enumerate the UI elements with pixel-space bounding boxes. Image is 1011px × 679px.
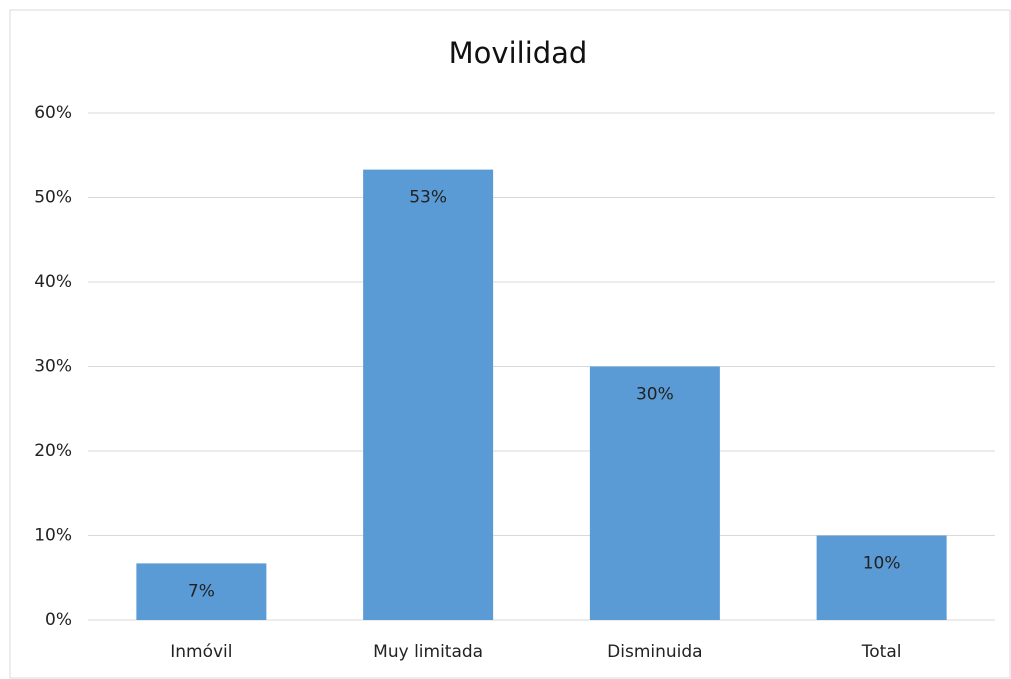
y-tick-label: 40% [34, 272, 72, 292]
x-tick-label: Inmóvil [170, 642, 232, 662]
y-tick-label: 0% [45, 610, 72, 630]
x-tick-label: Total [861, 642, 902, 662]
bar [589, 366, 720, 620]
y-tick-label: 20% [34, 441, 72, 461]
data-label: 30% [636, 385, 674, 405]
data-label: 10% [863, 554, 901, 574]
data-label: 53% [409, 188, 447, 208]
data-label: 7% [188, 581, 215, 601]
y-tick-label: 30% [34, 357, 72, 377]
y-tick-label: 60% [34, 103, 72, 123]
y-tick-label: 50% [34, 188, 72, 208]
y-tick-label: 10% [34, 526, 72, 546]
bar [363, 169, 494, 621]
bar [136, 563, 267, 620]
bar [816, 535, 947, 620]
x-tick-label: Muy limitada [373, 642, 483, 662]
chart-title: Movilidad [449, 36, 588, 70]
x-tick-label: Disminuida [607, 642, 702, 662]
